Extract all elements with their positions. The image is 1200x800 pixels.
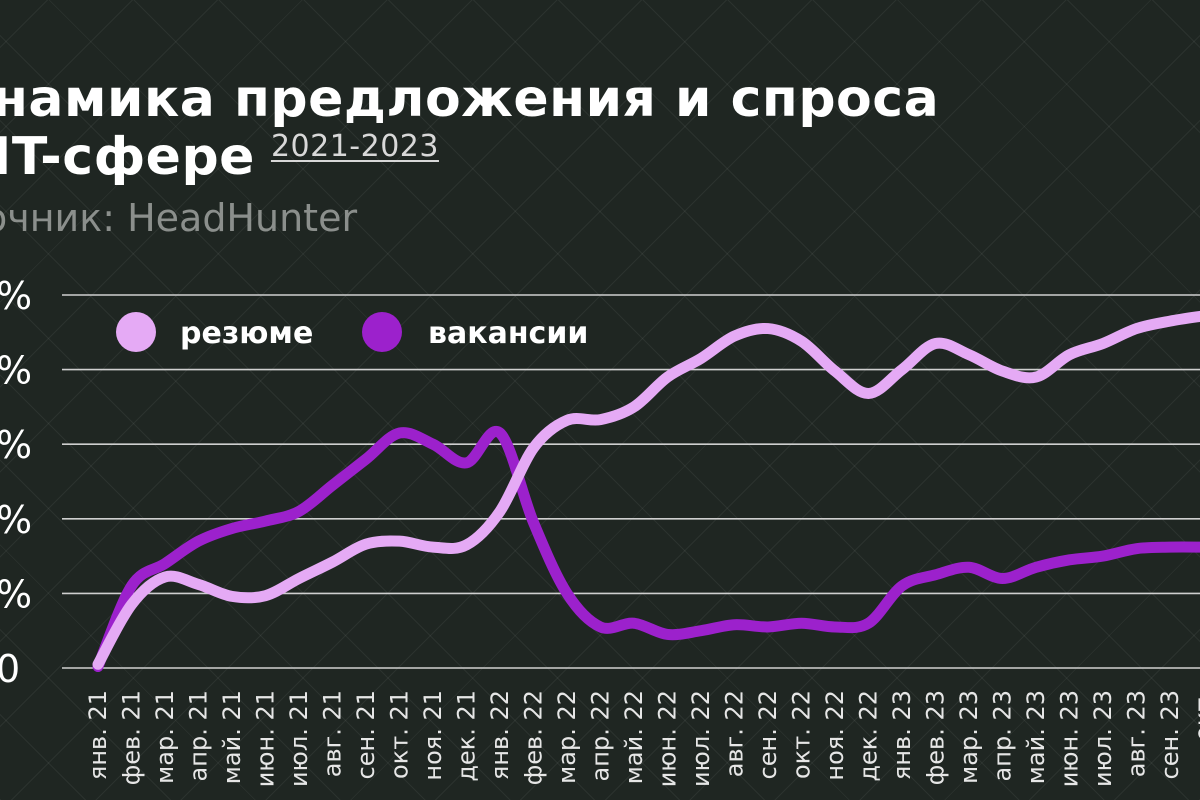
legend-label-resume: резюме — [180, 316, 313, 351]
x-tick-label: май. 23 — [1022, 690, 1050, 784]
y-tick-label: % — [0, 423, 32, 467]
title-line-1: намика предложения и спроса — [0, 69, 940, 129]
x-tick-label: дек. 22 — [855, 690, 883, 782]
x-tick-label: июн. 21 — [252, 690, 280, 787]
x-tick-label: апр. 22 — [587, 690, 615, 781]
y-tick-label: % — [0, 572, 32, 616]
x-tick-label: июн. 23 — [1056, 690, 1084, 787]
x-tick-label: сен. 23 — [1156, 690, 1184, 779]
chart-source: очник: HeadHunter — [0, 196, 358, 240]
y-tick-label: % — [0, 274, 32, 318]
legend-marker-resume — [116, 312, 156, 352]
x-tick-label: июл. 22 — [687, 690, 715, 787]
x-tick-label: янв. 21 — [84, 690, 112, 780]
x-tick-label: фев. 21 — [118, 690, 146, 785]
series-line-vacancies — [92, 425, 1200, 673]
x-tick-label: мар. 23 — [955, 690, 983, 784]
x-tick-label: янв. 22 — [486, 690, 514, 780]
x-tick-label: июн. 22 — [654, 690, 682, 787]
legend-label-vacancies: вакансии — [428, 316, 588, 351]
x-tick-label: фев. 23 — [922, 690, 950, 785]
title-line-2-row: IT-сфере 2021-2023 — [0, 128, 939, 186]
x-tick-label: мар. 22 — [553, 690, 581, 784]
x-axis-ticks: янв. 21 фев. 21 мар. 21 апр. 21 май. 21 июн. … — [84, 690, 1200, 787]
x-tick-label: сен. 22 — [754, 690, 782, 779]
x-tick-label: апр. 23 — [989, 690, 1017, 781]
x-tick-label: ноя. 21 — [419, 690, 447, 781]
x-tick-label: окт. 21 — [386, 690, 414, 779]
chart-title: намика предложения и спроса IT-сфере 202… — [0, 70, 939, 186]
x-tick-label: дек. 21 — [453, 690, 481, 782]
x-tick-label: окт. 22 — [788, 690, 816, 779]
y-tick-label: 0 — [0, 647, 20, 691]
series-line-resume — [92, 310, 1200, 670]
legend-marker-vacancies — [362, 312, 402, 352]
x-tick-label: ноя. 22 — [821, 690, 849, 781]
x-tick-label: авг. 23 — [1123, 690, 1151, 777]
y-axis-ticks: %%%%% 0 — [0, 274, 32, 691]
x-tick-label: апр. 21 — [185, 690, 213, 781]
x-tick-label: июл. 23 — [1089, 690, 1117, 787]
x-tick-label: май. 21 — [218, 690, 246, 784]
x-tick-label: окт. — [1190, 690, 1200, 741]
legend: резюме вакансии — [116, 312, 588, 352]
x-tick-label: сен. 21 — [352, 690, 380, 779]
series-lines — [92, 310, 1200, 673]
x-tick-label: авг. 22 — [721, 690, 749, 777]
y-tick-label: % — [0, 498, 32, 542]
x-tick-label: фев. 22 — [520, 690, 548, 785]
x-tick-label: июл. 21 — [285, 690, 313, 787]
x-tick-label: авг. 21 — [319, 690, 347, 777]
x-tick-label: май. 22 — [620, 690, 648, 784]
x-tick-label: янв. 23 — [888, 690, 916, 780]
title-line-2: IT-сфере — [0, 127, 255, 187]
y-tick-label: % — [0, 349, 32, 393]
x-tick-label: мар. 21 — [151, 690, 179, 784]
chart-subtitle: 2021-2023 — [270, 129, 439, 164]
